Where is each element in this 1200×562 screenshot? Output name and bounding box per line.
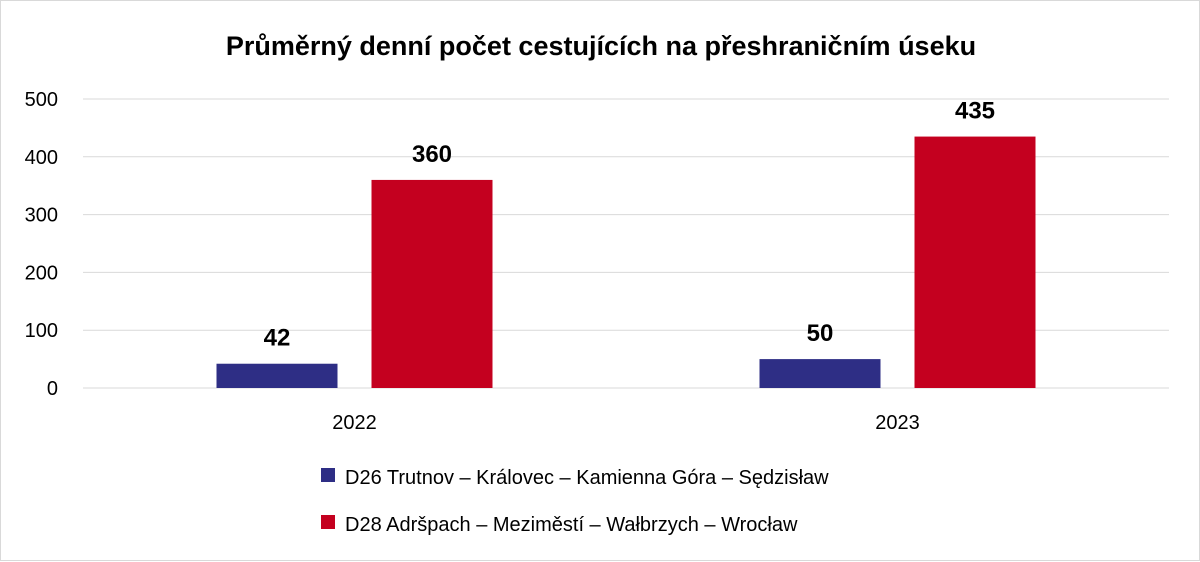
y-tick-label: 0 bbox=[47, 378, 58, 400]
data-labels: 42 360 50 435 bbox=[264, 98, 995, 352]
legend-entry: D26 Trutnov – Královec – Kamienna Góra –… bbox=[345, 467, 829, 489]
x-axis-categories: 2022 2023 bbox=[332, 412, 920, 434]
bar bbox=[371, 179, 493, 388]
x-category-label: 2023 bbox=[875, 412, 920, 434]
chart-title: Průměrný denní počet cestujících na přes… bbox=[226, 31, 976, 61]
bar bbox=[914, 136, 1036, 388]
y-tick-label: 100 bbox=[25, 320, 58, 342]
x-category-label: 2022 bbox=[332, 412, 377, 434]
bar bbox=[759, 359, 881, 388]
y-tick-label: 500 bbox=[25, 89, 58, 111]
data-label: 360 bbox=[412, 141, 452, 168]
y-tick-label: 200 bbox=[25, 262, 58, 284]
legend-swatch bbox=[321, 515, 335, 529]
legend-swatch bbox=[321, 468, 335, 482]
y-tick-label: 400 bbox=[25, 147, 58, 169]
legend-entry: D28 Adršpach – Meziměstí – Wałbrzych – W… bbox=[345, 514, 798, 536]
y-axis-ticks: 0 100 200 300 400 500 bbox=[25, 89, 58, 400]
data-label: 42 bbox=[264, 325, 291, 352]
y-tick-label: 300 bbox=[25, 205, 58, 227]
legend: D26 Trutnov – Královec – Kamienna Góra –… bbox=[321, 467, 829, 536]
data-label: 50 bbox=[807, 320, 834, 347]
bars bbox=[216, 136, 1036, 388]
data-label: 435 bbox=[955, 98, 995, 125]
bar bbox=[216, 363, 338, 388]
